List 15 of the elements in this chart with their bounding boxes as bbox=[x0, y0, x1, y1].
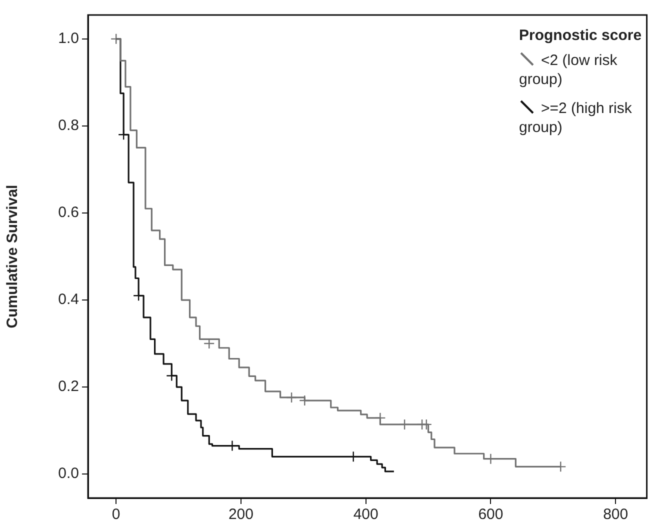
y-axis-title: Cumulative Survival bbox=[4, 184, 22, 328]
y-tick-label: 1.0 bbox=[58, 30, 79, 48]
y-tick-label: 0.2 bbox=[58, 378, 79, 396]
y-tick-label: 0.8 bbox=[58, 117, 79, 134]
x-tick-label: 0 bbox=[112, 506, 120, 524]
x-tick-label: 200 bbox=[228, 506, 254, 524]
y-tick-label: 0.4 bbox=[58, 291, 79, 308]
legend-label: >=2 (high risk group) bbox=[519, 99, 633, 137]
x-tick-label: 600 bbox=[478, 506, 504, 524]
y-tick-label: 0.0 bbox=[58, 465, 79, 482]
x-tick-label: 800 bbox=[603, 506, 628, 524]
x-tick-label: 400 bbox=[353, 506, 378, 524]
legend-title: Prognostic score bbox=[519, 26, 643, 45]
y-tick-label: 0.6 bbox=[58, 204, 79, 222]
legend-label: <2 (low risk group) bbox=[519, 51, 618, 89]
